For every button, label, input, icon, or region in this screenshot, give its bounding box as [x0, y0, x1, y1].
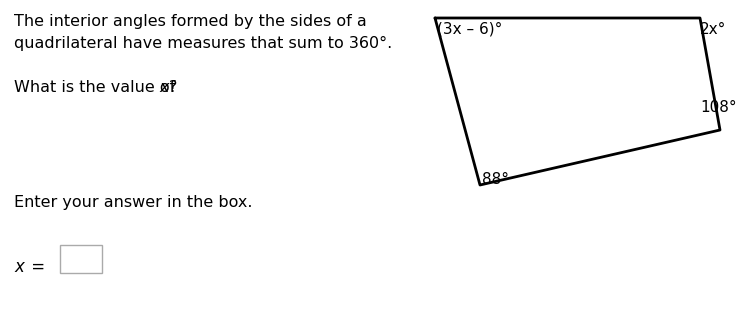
Text: quadrilateral have measures that sum to 360°.: quadrilateral have measures that sum to …: [14, 36, 392, 51]
Text: 108°: 108°: [700, 100, 737, 115]
Text: The interior angles formed by the sides of a: The interior angles formed by the sides …: [14, 14, 367, 29]
FancyBboxPatch shape: [60, 245, 102, 273]
Text: Enter your answer in the box.: Enter your answer in the box.: [14, 195, 253, 210]
Text: (3x – 6)°: (3x – 6)°: [437, 22, 503, 37]
Text: ?: ?: [169, 80, 177, 95]
Text: x: x: [14, 258, 24, 276]
Text: 88°: 88°: [482, 172, 509, 187]
Text: 2x°: 2x°: [700, 22, 726, 37]
Text: What is the value of: What is the value of: [14, 80, 180, 95]
Text: =: =: [26, 258, 50, 276]
Text: x: x: [159, 80, 168, 95]
